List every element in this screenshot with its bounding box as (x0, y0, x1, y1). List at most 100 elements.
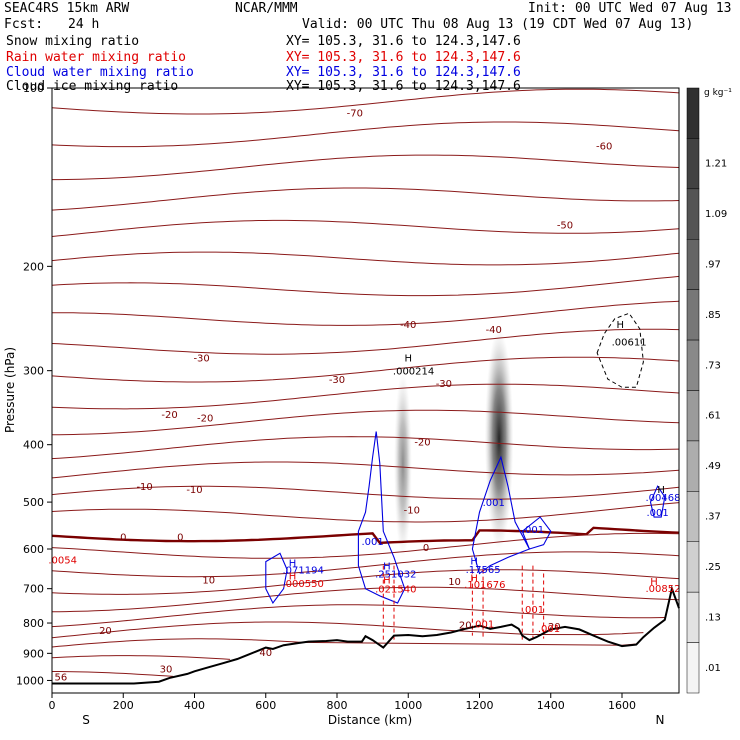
terrain (52, 585, 680, 685)
org-title: NCAR/MMM (235, 1, 298, 16)
extremum-label: .001 (483, 498, 505, 509)
field-cloudwater-name: Cloud water mixing ratio (6, 65, 194, 80)
colorbar: 1.21 1.09 .97 .85 .73 .61 .49 .37 .25 .13 .01 g kg⁻… (686, 87, 732, 694)
temperature-contour (52, 154, 679, 181)
extremum-label: .001 (361, 537, 383, 548)
extremum-label: .17565 (466, 565, 501, 576)
y-tick-label: 500 (23, 496, 44, 509)
colorbar-swatch (686, 390, 700, 442)
contour-label: -20 (161, 410, 177, 421)
model-title: SEAC4RS 15km ARW (4, 1, 130, 16)
x-tick-label: 1600 (608, 699, 636, 712)
field-rain-xy: XY= 105.3, 31.6 to 124.3,147.6 (286, 50, 521, 65)
contour-label: 10 (448, 577, 461, 588)
extremum-label: H (404, 353, 412, 364)
colorbar-label: .61 (705, 411, 721, 422)
temperature-contour (52, 604, 665, 628)
contour-labels: -70 -60 -50 -40 -40 -30 -30 -30 -20 -20 -20 -10 -10 -… (48, 109, 680, 684)
temperature-contour (52, 586, 679, 613)
x-end-label-right: N (656, 713, 665, 727)
contour-label: 0 (120, 533, 126, 544)
extremum-label: H (650, 577, 658, 588)
y-tick-label: 200 (23, 260, 44, 273)
temperature-contour (52, 551, 679, 578)
extremum-label: .001 (538, 624, 560, 635)
x-tick-label: 1400 (537, 699, 565, 712)
temperature-contour (52, 187, 679, 211)
y-tick-label: 1000 (16, 674, 44, 687)
cloud-water-contour-3 (521, 516, 552, 550)
temperature-contours (52, 88, 679, 677)
terrain-line (52, 585, 680, 685)
extremum-label: H (383, 575, 391, 586)
colorbar-swatch (686, 491, 700, 543)
colorbar-label: .25 (705, 562, 721, 573)
contour-label: 56 (55, 673, 68, 684)
colorbar-label: .73 (705, 360, 721, 371)
field-snow-xy: XY= 105.3, 31.6 to 124.3,147.6 (286, 34, 521, 49)
temperature-contour (52, 356, 679, 383)
contour-label: -20 (414, 437, 430, 448)
cloud-water-contour-1 (357, 431, 406, 604)
extremum-label: H (289, 558, 297, 569)
temperature-contour (52, 383, 679, 410)
contour-label: 0 (177, 533, 183, 544)
contour-label: -50 (557, 221, 573, 232)
field-cloudice-name: Cloud ice mixing ratio (6, 79, 179, 94)
contour-label: -40 (486, 325, 502, 336)
extremum-label: .071194 (282, 566, 323, 577)
snow-plume-1 (484, 328, 514, 550)
x-tick-label: 0 (49, 699, 56, 712)
colorbar-label: .13 (705, 612, 721, 623)
colorbar-label: .85 (705, 310, 721, 321)
contour-label: 30 (160, 665, 173, 676)
contour-label: 20 (459, 621, 472, 632)
colorbar-swatch (686, 591, 700, 643)
extremum-label: H (657, 485, 665, 496)
extremum-label: .001 (646, 508, 668, 519)
temperature-contour (52, 485, 679, 500)
extremum-label: H (616, 320, 624, 331)
colorbar-label: .97 (705, 259, 721, 270)
forecast-label: Fcst: (4, 17, 44, 32)
cloud-water-contour-4 (649, 485, 666, 518)
y-tick-label: 600 (23, 543, 44, 556)
extremum-label: .001 (522, 605, 544, 616)
plot-frame (51, 87, 680, 694)
contour-label: -60 (596, 141, 612, 152)
extremum-label: H (470, 557, 478, 568)
cloud-contours (265, 312, 666, 642)
contour-label: 20 (99, 626, 112, 637)
extremum-label: .00852 (645, 584, 680, 595)
axes: 0 200 400 600 800 1000 1200 1400 160010020030040… (16, 82, 636, 712)
colorbar-label: .49 (705, 461, 721, 472)
temperature-contour (52, 671, 174, 677)
y-tick-label: 900 (23, 647, 44, 660)
y-tick-label: 300 (23, 365, 44, 378)
colorbar-label: 1.21 (705, 159, 727, 170)
colorbar-label: .37 (705, 512, 721, 523)
colorbar-label: 1.09 (705, 209, 727, 220)
temperature-contour (52, 436, 679, 460)
y-tick-label: 100 (23, 82, 44, 95)
temperature-contour (52, 638, 637, 648)
temperature-contour (52, 251, 679, 266)
temperature-contour (52, 300, 679, 326)
x-tick-label: 1000 (394, 699, 422, 712)
extremum-label: .001 (472, 620, 494, 631)
contour-label: 0 (423, 543, 429, 554)
temperature-contour (52, 409, 679, 436)
extremum-label: .00468 (645, 493, 680, 504)
contour-label: 10 (202, 575, 215, 586)
extremum-label: .251032 (375, 570, 416, 581)
y-axis-label: Pressure (hPa) (3, 347, 17, 433)
field-cloudice-xy: XY= 105.3, 31.6 to 124.3,147.6 (286, 79, 521, 94)
colorbar-swatch (686, 188, 700, 240)
cloud-water-contour-0 (265, 552, 288, 605)
extremum-label: .00611 (612, 338, 647, 349)
init-time: Init: 00 UTC Wed 07 Aug 13 (528, 1, 732, 16)
extremum-label: .000214 (393, 367, 434, 378)
snow-plume-0 (394, 370, 412, 558)
extremum-label: H (383, 562, 391, 573)
colorbar-swatch (686, 289, 700, 341)
